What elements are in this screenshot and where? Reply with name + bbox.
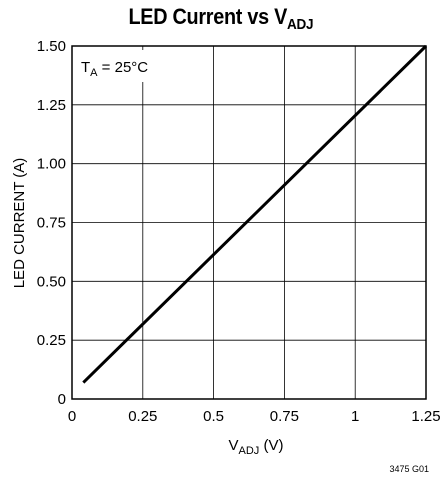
x-axis-label: VADJ (V) — [229, 437, 284, 457]
series-line — [82, 44, 428, 384]
x-tick-label: 0.5 — [203, 408, 224, 425]
y-tick-label: 0.50 — [37, 273, 66, 290]
y-tick-label: 1.50 — [37, 38, 66, 55]
y-tick-label: 1.25 — [37, 97, 66, 114]
figure-code: 3475 G01 — [389, 464, 429, 474]
x-tick-label: 0.25 — [128, 408, 157, 425]
x-tick-label: 1 — [351, 408, 359, 425]
plot-frame — [71, 45, 427, 400]
annotation-background — [76, 50, 166, 82]
series-group — [82, 44, 428, 384]
x-tick-label: 0.75 — [270, 408, 299, 425]
y-tick-label: 0.75 — [37, 215, 66, 232]
x-tick-labels: 0 0.25 0.5 0.75 1 1.25 — [68, 408, 441, 425]
x-tick-label: 1.25 — [411, 408, 440, 425]
y-tick-label: 1.00 — [37, 156, 66, 173]
y-tick-label: 0 — [58, 391, 66, 408]
y-axis-label: LED CURRENT (A) — [11, 158, 28, 289]
y-tick-labels: 0 0.25 0.50 0.75 1.00 1.25 1.50 — [37, 38, 66, 408]
x-tick-label: 0 — [68, 408, 76, 425]
chart-title: LED Current vs VADJ — [128, 4, 314, 33]
y-tick-label: 0.25 — [37, 332, 66, 349]
temperature-annotation: TA = 25°C — [81, 59, 148, 79]
